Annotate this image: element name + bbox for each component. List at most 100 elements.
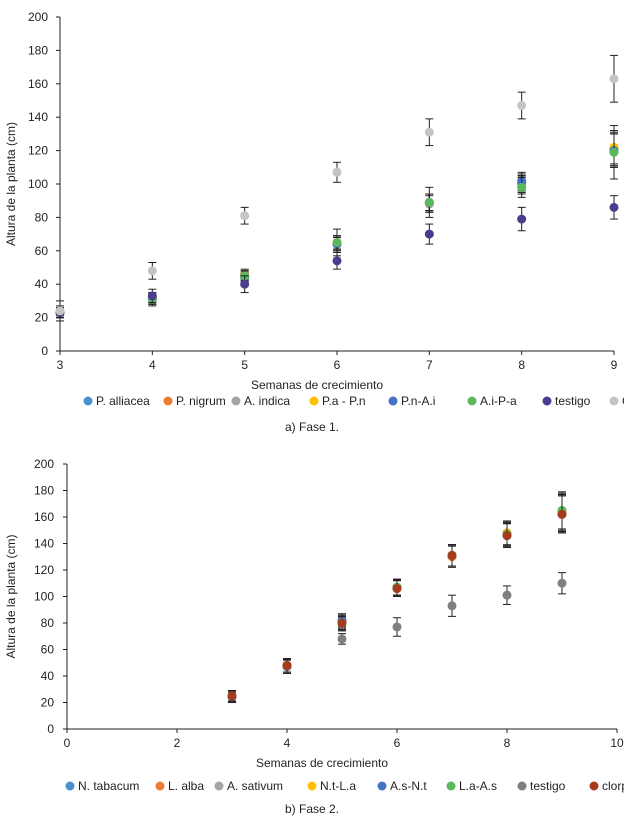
legend-marker (83, 396, 93, 406)
data-point (55, 306, 65, 316)
legend-label: Clorpirifos (622, 394, 624, 408)
data-point (517, 182, 527, 192)
data-point (557, 578, 567, 588)
y-tick-label: 140 (28, 110, 48, 124)
y-tick-label: 0 (41, 344, 48, 358)
legend-marker (388, 396, 398, 406)
legend: N. tabacum L. alba A. sativum N.t-L.a A.s-N.… (65, 779, 624, 793)
series-a-i-p-a (55, 125, 619, 319)
legend-item: N.t-L.a (307, 779, 356, 793)
data-point (502, 590, 512, 600)
y-tick-label: 200 (28, 10, 48, 24)
data-point (227, 691, 237, 701)
y-tick-label: 180 (28, 43, 48, 57)
y-tick-label: 80 (41, 616, 55, 630)
legend-label: P. nigrum (176, 394, 226, 408)
legend-label: A.s-N.t (390, 779, 427, 793)
legend-label: A.i-P-a (480, 394, 517, 408)
legend-item: L.a-A.s (446, 779, 497, 793)
data-point (392, 584, 402, 594)
data-point (502, 531, 512, 541)
legend-marker (309, 396, 319, 406)
x-tick-label: 6 (334, 358, 341, 372)
data-point (332, 237, 342, 247)
y-tick-label: 0 (47, 722, 54, 736)
x-tick-label: 10 (610, 736, 624, 750)
y-tick-label: 40 (35, 277, 49, 291)
x-tick-label: 8 (518, 358, 525, 372)
x-tick-label: 3 (57, 358, 64, 372)
x-tick-label: 9 (611, 358, 618, 372)
y-tick-label: 160 (34, 510, 54, 524)
legend-label: P.n-A.i (401, 394, 435, 408)
data-point (240, 279, 250, 289)
data-point (424, 127, 434, 137)
data-point (337, 634, 347, 644)
x-tick-label: 4 (149, 358, 156, 372)
legend-label: L.a-A.s (459, 779, 497, 793)
series-a-indica (55, 133, 619, 319)
data-point (609, 147, 619, 157)
y-tick-label: 100 (28, 177, 48, 191)
data-point (517, 214, 527, 224)
x-tick-label: 7 (426, 358, 433, 372)
legend-item: testigo (542, 394, 591, 408)
series-testigo (55, 195, 619, 319)
y-tick-label: 160 (28, 77, 48, 91)
data-point (424, 229, 434, 239)
legend-marker (307, 781, 317, 791)
data-point (517, 101, 527, 111)
legend-item: N. tabacum (65, 779, 139, 793)
series-n-tabacum (227, 493, 567, 702)
series-a-sativum (227, 493, 567, 702)
data-point (282, 660, 292, 670)
figure-caption: a) Fase 1. (285, 420, 339, 434)
legend-item: P.n-A.i (388, 394, 435, 408)
data-point (447, 550, 457, 560)
y-axis-title: Altura de la planta (cm) (4, 534, 18, 658)
legend-label: testigo (530, 779, 566, 793)
legend-item: testigo (517, 779, 566, 793)
data-point (609, 74, 619, 84)
x-tick-label: 0 (64, 736, 71, 750)
legend: P. alliacea P. nigrum A. indica P.a - P.n P.… (83, 394, 624, 408)
y-tick-label: 120 (28, 144, 48, 158)
data-point (609, 202, 619, 212)
y-tick-label: 40 (41, 669, 55, 683)
legend-label: P.a - P.n (322, 394, 366, 408)
legend-marker (377, 781, 387, 791)
data-point (424, 197, 434, 207)
legend-marker (589, 781, 599, 791)
y-tick-label: 60 (35, 244, 49, 258)
x-tick-label: 4 (284, 736, 291, 750)
x-tick-label: 6 (394, 736, 401, 750)
series-p-alliacea (55, 133, 619, 319)
x-tick-label: 8 (504, 736, 511, 750)
legend-item: A.i-P-a (467, 394, 517, 408)
legend-label: A. sativum (227, 779, 283, 793)
legend-marker (214, 781, 224, 791)
data-point (147, 266, 157, 276)
y-tick-label: 20 (41, 696, 55, 710)
legend-item: P.a - P.n (309, 394, 366, 408)
y-axis-title: Altura de la planta (cm) (4, 122, 18, 246)
data-point (337, 618, 347, 628)
legend-marker (609, 396, 619, 406)
data-point (557, 509, 567, 519)
data-point (332, 256, 342, 266)
x-tick-label: 5 (241, 358, 248, 372)
series-clorpirifos (55, 54, 619, 322)
y-tick-label: 200 (34, 457, 54, 471)
series-l-alba (227, 493, 567, 702)
legend-item: L. alba (155, 779, 204, 793)
legend-label: A. indica (244, 394, 290, 408)
legend-label: clorpirifos (602, 779, 624, 793)
legend-marker (446, 781, 456, 791)
chart-2: 0 20 40 60 80 100 120 140 160 180 200 0 2 4 6 8 10 Altura… (4, 457, 624, 816)
legend-marker (163, 396, 173, 406)
x-axis-title: Semanas de crecimiento (256, 756, 388, 770)
series-p-n-a-i (55, 133, 619, 319)
legend-item: P. nigrum (163, 394, 226, 408)
legend-label: N. tabacum (78, 779, 139, 793)
